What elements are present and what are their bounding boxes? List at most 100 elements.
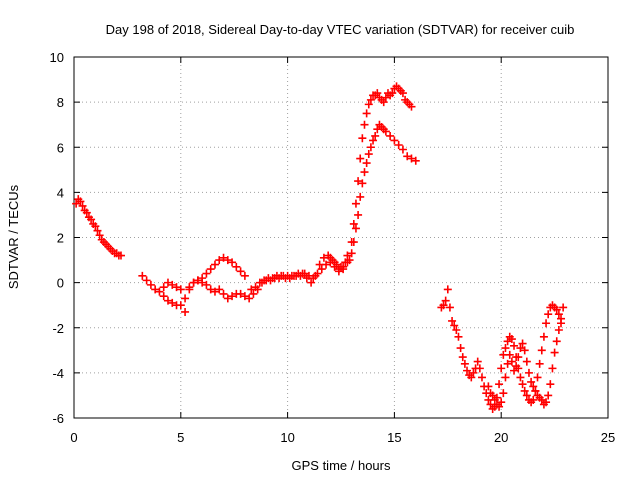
data-point <box>537 395 546 404</box>
data-point <box>322 260 331 269</box>
data-point <box>159 283 168 292</box>
data-point <box>552 305 561 314</box>
data-point <box>456 344 465 353</box>
data-point <box>360 168 369 177</box>
data-point <box>247 285 256 294</box>
data-point <box>443 285 452 294</box>
x-axis-label: GPS time / hours <box>292 458 391 473</box>
data-point <box>198 278 207 287</box>
y-tick-label: -2 <box>52 321 64 336</box>
data-point <box>463 366 472 375</box>
data-point <box>394 140 403 149</box>
data-point <box>522 391 531 400</box>
data-point <box>398 89 407 98</box>
data-point <box>309 274 318 283</box>
data-point <box>142 276 151 285</box>
data-point <box>249 289 258 298</box>
data-point <box>390 136 399 145</box>
data-point <box>484 382 493 391</box>
data-point <box>181 307 190 316</box>
x-tick-label: 20 <box>494 430 508 445</box>
data-point <box>172 283 181 292</box>
data-point <box>176 301 185 310</box>
data-point <box>499 389 508 398</box>
data-point <box>544 391 553 400</box>
data-point <box>514 353 523 362</box>
data-point <box>202 280 211 289</box>
data-point <box>245 294 254 303</box>
data-point <box>349 219 358 228</box>
series-segment-1 <box>72 195 125 260</box>
data-point <box>181 294 190 303</box>
data-point <box>473 357 482 366</box>
data-point <box>163 278 172 287</box>
data-point <box>260 276 269 285</box>
data-point <box>116 251 125 260</box>
data-point <box>546 380 555 389</box>
data-point <box>317 265 326 274</box>
y-tick-label: -4 <box>52 366 64 381</box>
data-point <box>510 341 519 350</box>
data-point <box>366 95 375 104</box>
data-point <box>371 131 380 140</box>
data-point <box>168 298 177 307</box>
data-point <box>356 192 365 201</box>
data-point <box>159 292 168 301</box>
data-point <box>535 359 544 368</box>
data-point <box>505 350 514 359</box>
y-tick-label: 8 <box>57 95 64 110</box>
data-point <box>87 215 96 224</box>
data-point <box>277 271 286 280</box>
data-point <box>326 258 335 267</box>
data-point <box>339 265 348 274</box>
data-point <box>539 332 548 341</box>
data-point <box>458 353 467 362</box>
data-point <box>454 332 463 341</box>
series-segment-3a <box>309 82 416 283</box>
data-point <box>544 310 553 319</box>
data-point <box>223 294 232 303</box>
data-point <box>439 301 448 310</box>
data-point <box>533 373 542 382</box>
data-point <box>542 319 551 328</box>
data-point <box>290 271 299 280</box>
data-point <box>518 380 527 389</box>
data-point <box>407 154 416 163</box>
data-point <box>351 224 360 233</box>
data-point <box>358 134 367 143</box>
data-point <box>313 269 322 278</box>
data-point <box>138 271 147 280</box>
data-point <box>155 287 164 296</box>
data-point <box>469 368 478 377</box>
data-point <box>448 316 457 325</box>
data-point <box>76 197 85 206</box>
data-point <box>189 278 198 287</box>
data-point <box>219 289 228 298</box>
data-point <box>520 346 529 355</box>
data-point <box>72 199 81 208</box>
data-point <box>255 278 264 287</box>
data-point <box>354 210 363 219</box>
data-point <box>268 274 277 283</box>
series-segment-4b <box>484 319 566 411</box>
data-point <box>495 402 504 411</box>
data-point <box>516 344 525 353</box>
data-point <box>219 253 228 262</box>
data-point <box>146 280 155 289</box>
data-point <box>358 179 367 188</box>
data-point <box>193 276 202 285</box>
data-point <box>240 292 249 301</box>
data-point <box>185 283 194 292</box>
data-point <box>445 303 454 312</box>
x-tick-label: 0 <box>70 430 77 445</box>
data-point <box>552 337 561 346</box>
data-point <box>236 289 245 298</box>
data-point <box>364 100 373 109</box>
data-point <box>356 154 365 163</box>
data-point <box>503 359 512 368</box>
grid-lines <box>74 57 608 418</box>
data-point <box>349 238 358 247</box>
y-tick-label: 2 <box>57 231 64 246</box>
data-point <box>373 89 382 98</box>
data-point <box>206 285 215 294</box>
